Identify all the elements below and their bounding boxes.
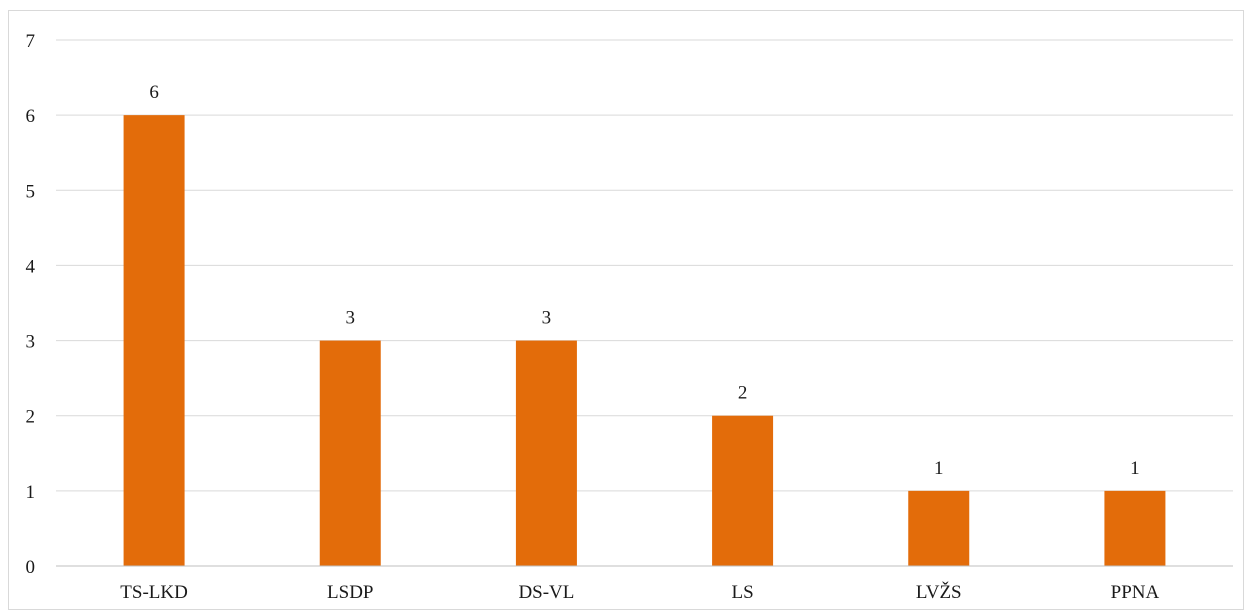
- y-tick-label: 0: [26, 557, 36, 578]
- data-label: 2: [738, 383, 748, 404]
- bar-ls: [712, 415, 774, 566]
- y-tick-label: 6: [26, 106, 36, 127]
- x-tick-label: LVŽS: [916, 581, 962, 603]
- data-label: 3: [542, 308, 552, 329]
- x-tick-label: DS-VL: [518, 582, 574, 603]
- y-tick-label: 7: [26, 31, 36, 52]
- data-label: 1: [934, 458, 944, 479]
- bar-ds-vl: [515, 340, 577, 566]
- x-tick-label: TS-LKD: [120, 582, 188, 603]
- bar-ts-lkd: [123, 115, 185, 567]
- y-tick-label: 2: [26, 407, 36, 428]
- y-tick-label: 3: [26, 332, 36, 353]
- data-label: 1: [1130, 458, 1140, 479]
- bar-lsdp: [319, 340, 381, 566]
- y-tick-label: 4: [26, 256, 36, 277]
- data-labels: 6 3 3 2 1 1: [149, 82, 1139, 479]
- bars: [123, 115, 1166, 567]
- data-label: 6: [149, 82, 159, 103]
- gridlines: [56, 39, 1233, 492]
- x-tick-label: LS: [731, 582, 753, 603]
- bar-lvžs: [908, 490, 970, 566]
- x-tick-label: PPNA: [1111, 582, 1160, 603]
- y-tick-label: 5: [26, 181, 36, 202]
- x-axis-category-labels: TS-LKD LSDP DS-VL LS LVŽS PPNA: [120, 581, 1159, 603]
- y-axis-tick-labels: 0 1 2 3 4 5 6 7: [26, 31, 36, 578]
- bar-ppna: [1104, 490, 1166, 566]
- y-tick-label: 1: [26, 482, 36, 503]
- chart-frame: [8, 10, 1244, 610]
- data-label: 3: [346, 308, 356, 329]
- x-tick-label: LSDP: [327, 582, 373, 603]
